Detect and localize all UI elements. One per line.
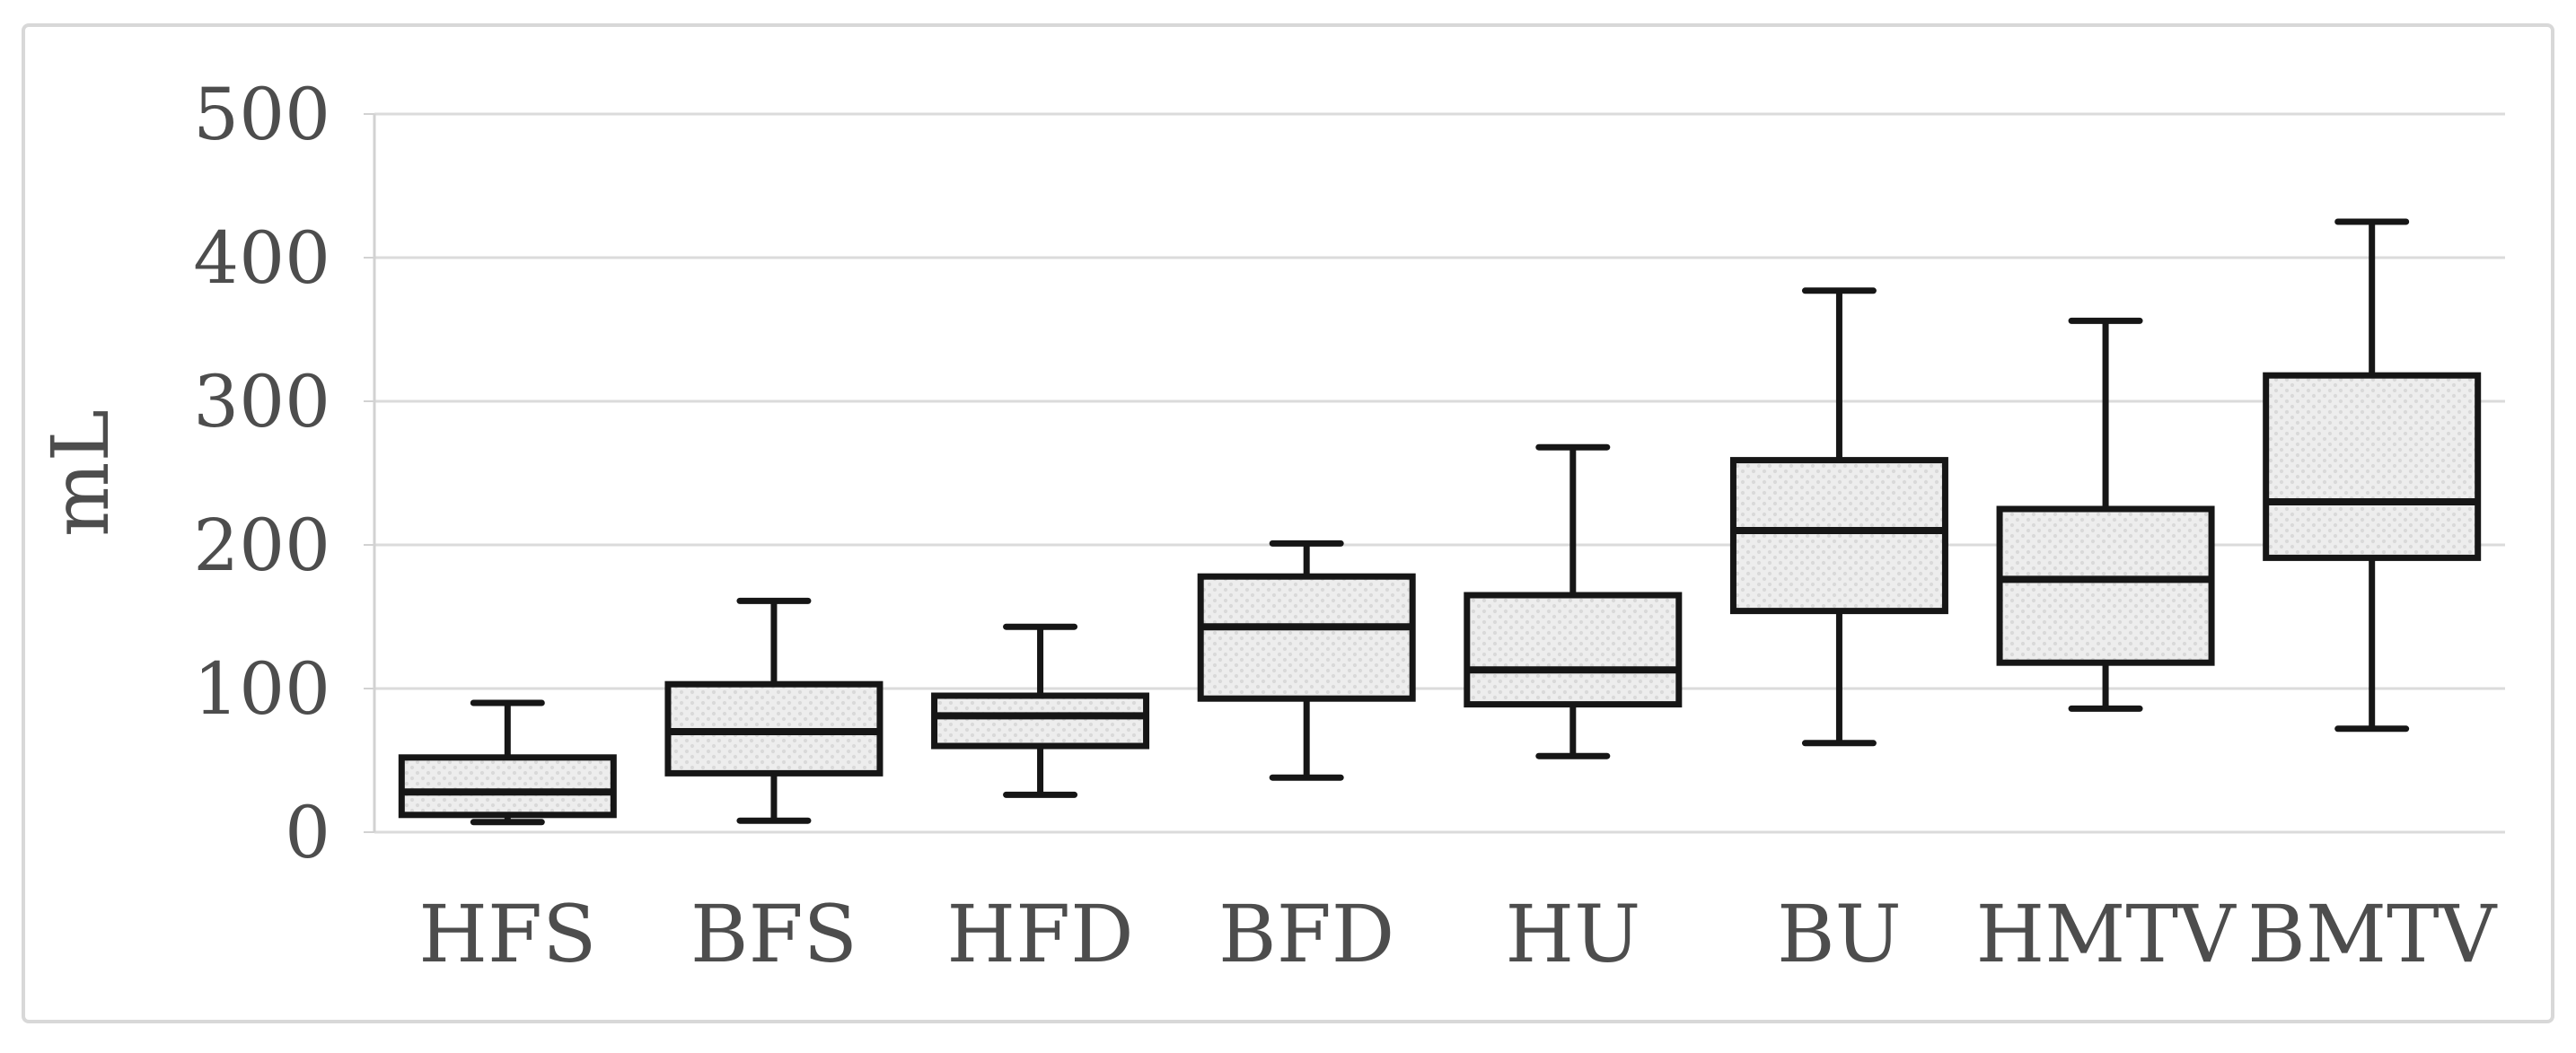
- boxes-group: [398, 218, 2482, 826]
- boxplot-HMTV: [1996, 317, 2215, 712]
- boxplot-HFS: [398, 699, 617, 826]
- iqr-box: [2263, 372, 2482, 561]
- boxplot-BU: [1729, 287, 1948, 747]
- y-tick-label-500: 500: [193, 73, 330, 156]
- iqr-box: [1996, 505, 2215, 666]
- x-category-label-HFS: HFS: [418, 888, 596, 980]
- labels-group: 0 100 200 300 400 500 HFS BFS HFD BFD HU BU HMTV BMTV: [193, 73, 2497, 980]
- x-category-label-BFD: BFD: [1218, 888, 1394, 980]
- boxplot-HU: [1464, 443, 1683, 759]
- y-tick-label-100: 100: [193, 647, 330, 731]
- y-axis-title: mL: [34, 409, 127, 537]
- y-tick-label-0: 0: [285, 791, 330, 874]
- y-tick-label-400: 400: [193, 216, 330, 300]
- boxplot-BMTV: [2263, 218, 2482, 733]
- figure-border: [22, 23, 2554, 1023]
- boxplot-BFD: [1197, 540, 1416, 781]
- x-category-label-BFS: BFS: [690, 888, 857, 980]
- axis-group: [364, 113, 376, 833]
- x-category-label-BMTV: BMTV: [2247, 888, 2497, 980]
- iqr-box: [1464, 592, 1683, 708]
- x-category-label-HFD: HFD: [946, 888, 1133, 980]
- y-tick-label-300: 300: [193, 360, 330, 443]
- iqr-box: [1729, 457, 1948, 615]
- boxplot-HFD: [931, 623, 1150, 798]
- y-tick-label-200: 200: [193, 504, 330, 587]
- x-category-label-HU: HU: [1505, 888, 1640, 980]
- iqr-box: [1197, 573, 1416, 702]
- iqr-box: [931, 692, 1150, 750]
- iqr-box: [398, 754, 617, 819]
- x-category-label-BU: BU: [1777, 888, 1902, 980]
- x-category-label-HMTV: HMTV: [1976, 888, 2238, 980]
- boxplot-BFS: [664, 597, 884, 824]
